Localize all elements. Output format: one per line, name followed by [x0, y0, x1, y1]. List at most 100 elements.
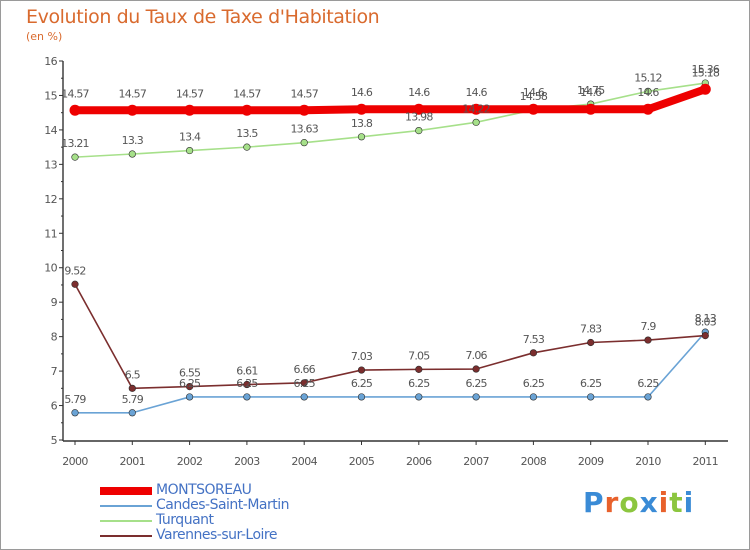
- data-point: [415, 126, 423, 135]
- data-label: 7.05: [408, 349, 430, 362]
- data-label: 6.25: [351, 377, 373, 390]
- y-tick-label: 7: [51, 365, 58, 378]
- data-point: [472, 393, 480, 401]
- x-tick-label: 2001: [119, 455, 145, 468]
- data-label: 13.21: [61, 137, 89, 150]
- data-label: 13.63: [290, 123, 318, 136]
- series-line: [74, 331, 707, 414]
- data-point: [243, 380, 251, 389]
- logo-letter: i: [658, 486, 670, 519]
- data-point: [642, 103, 654, 115]
- data-point: [699, 83, 711, 95]
- series-line: [71, 85, 710, 115]
- data-point: [470, 103, 482, 115]
- x-tick-label: 2010: [635, 455, 661, 468]
- data-point: [71, 409, 79, 417]
- legend-label: Varennes-sur-Loire: [156, 527, 278, 543]
- data-point: [186, 393, 194, 401]
- y-tick-label: 10: [44, 262, 57, 275]
- logo-letter: r: [604, 486, 620, 519]
- data-point: [415, 393, 423, 401]
- data-label: 14.6: [523, 86, 545, 99]
- legend-label: MONTSOREAU: [156, 482, 252, 498]
- data-label: 14.6: [580, 86, 602, 99]
- data-label: 14.6: [465, 86, 487, 99]
- data-label: 6.5: [125, 368, 141, 381]
- data-label: 13.4: [179, 131, 201, 144]
- x-tick-label: 2005: [349, 455, 375, 468]
- chart-title: Evolution du Taux de Taxe d'Habitation: [26, 6, 380, 28]
- x-tick-label: 2000: [62, 455, 88, 468]
- y-tick-label: 16: [44, 55, 57, 68]
- data-label: 14.6: [637, 86, 659, 99]
- proxiti-logo: Proxiti: [583, 486, 694, 519]
- data-point: [71, 280, 79, 288]
- series-line: [74, 283, 707, 390]
- data-label: 14.57: [176, 87, 204, 100]
- data-point: [186, 382, 194, 391]
- data-label: 5.79: [122, 393, 144, 406]
- data-label: 14.6: [408, 86, 430, 99]
- x-tick-label: 2004: [291, 455, 317, 468]
- series-candes-saint-martin: [71, 328, 709, 417]
- x-tick-label: 2003: [234, 455, 260, 468]
- data-label: 6.25: [408, 377, 430, 390]
- data-point: [128, 150, 136, 158]
- x-tick-label: 2006: [406, 455, 432, 468]
- data-point: [298, 104, 310, 116]
- logo-letter: o: [619, 486, 640, 519]
- legend-swatch: [100, 486, 152, 495]
- data-label: 14.6: [351, 86, 373, 99]
- legend-swatch: [100, 534, 152, 537]
- data-label: 14.57: [61, 87, 89, 100]
- data-point: [126, 104, 138, 116]
- data-point: [243, 143, 251, 151]
- logo-letter: P: [583, 486, 605, 519]
- data-point: [357, 366, 366, 374]
- data-label: 8.13: [695, 312, 717, 325]
- data-label: 7.83: [580, 322, 602, 335]
- data-point: [529, 349, 538, 357]
- data-label: 7.03: [351, 350, 373, 363]
- x-tick-label: 2011: [692, 455, 718, 468]
- data-label: 6.66: [294, 363, 316, 376]
- data-point: [529, 393, 538, 401]
- data-point: [128, 384, 136, 392]
- data-label: 13.8: [351, 117, 373, 130]
- data-point: [69, 104, 81, 116]
- data-label: 6.25: [523, 377, 545, 390]
- legend-swatch: [100, 519, 152, 522]
- legend-label: Turquant: [156, 512, 214, 528]
- data-label: 9.52: [64, 264, 85, 277]
- y-tick-label: 13: [44, 158, 57, 171]
- data-point: [357, 133, 366, 141]
- data-point: [300, 139, 308, 147]
- data-label: 15.18: [692, 66, 720, 79]
- series-line: [74, 82, 707, 158]
- data-point: [184, 104, 196, 116]
- data-label: 8.03: [695, 316, 717, 329]
- data-point: [644, 393, 652, 401]
- data-label: 13.98: [405, 111, 433, 124]
- data-point: [241, 104, 253, 116]
- series-varennes-sur-loire: [71, 280, 709, 392]
- data-point: [300, 379, 308, 387]
- series-turquant: [71, 79, 709, 161]
- data-point: [644, 87, 652, 95]
- data-point: [128, 409, 136, 417]
- y-tick-label: 14: [44, 124, 57, 137]
- data-point: [644, 336, 652, 344]
- data-label: 6.55: [179, 367, 201, 380]
- data-label: 5.79: [64, 393, 86, 406]
- data-label: 14.75: [577, 84, 605, 97]
- data-point: [527, 103, 539, 115]
- data-label: 13.5: [236, 127, 258, 140]
- data-label: 13.3: [122, 134, 144, 147]
- series-montsoreau: [69, 83, 711, 116]
- data-point: [585, 103, 597, 115]
- data-label: 6.25: [580, 377, 602, 390]
- logo-letter: t: [669, 486, 684, 519]
- data-label: 7.9: [640, 320, 656, 333]
- y-tick-label: 6: [51, 400, 58, 413]
- y-tick-label: 8: [51, 331, 58, 344]
